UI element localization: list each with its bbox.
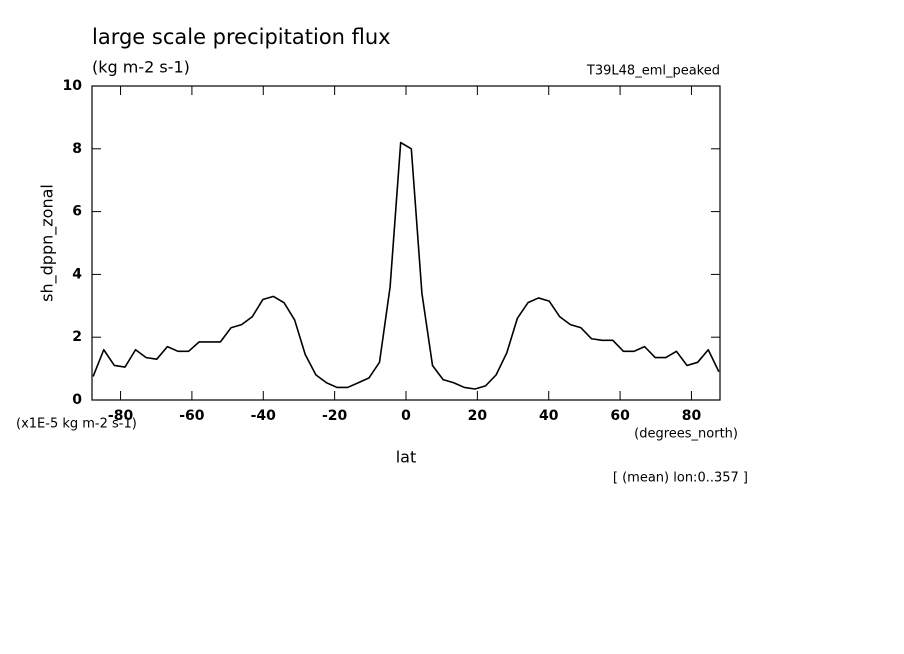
x-tick-label: 80 [682,408,702,424]
plot-frame [91,85,721,401]
y-tick-label: 2 [72,329,82,345]
note: [ (mean) lon:0..357 ] [613,471,748,486]
y-tick-label: 6 [72,204,82,220]
x-tick-label: -20 [322,408,348,424]
x-tick-label: 0 [401,408,411,424]
dataset-label: T39L48_eml_peaked [586,64,720,79]
x-tick-label: 60 [610,408,630,424]
x-tick-label: 40 [539,408,559,424]
y-axis-label: sh_dppn_zonal [38,184,58,302]
chart-title: large scale precipitation flux [92,25,391,49]
x-axis-units: (degrees_north) [634,427,738,442]
x-tick-label: -60 [179,408,205,424]
y-tick-label: 4 [72,266,82,282]
chart-subtitle: (kg m-2 s-1) [92,58,190,77]
data-line [92,141,720,390]
y-tick-label: 8 [72,141,82,157]
y-tick-label: 0 [72,392,82,408]
x-tick-label: -80 [108,408,134,424]
x-tick-label: -40 [251,408,277,424]
x-axis-label: lat [396,448,417,467]
x-tick-label: 20 [468,408,488,424]
y-axis-units: (x1E-5 kg m-2 s-1) [16,417,137,432]
y-tick-label: 10 [63,78,83,94]
